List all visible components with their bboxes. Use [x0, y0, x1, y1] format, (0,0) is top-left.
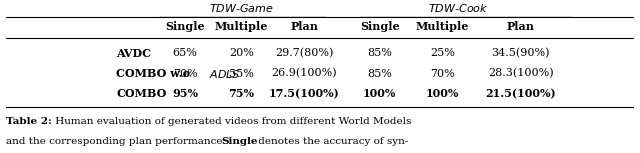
Text: Multiple: Multiple [415, 21, 469, 32]
Text: Plan: Plan [291, 21, 318, 32]
Text: 29.7(80%): 29.7(80%) [275, 48, 333, 58]
Text: 70%: 70% [430, 69, 454, 78]
Text: 20%: 20% [229, 48, 254, 58]
Text: Human evaluation of generated videos from different World Models: Human evaluation of generated videos fro… [52, 117, 412, 126]
Text: 95%: 95% [172, 88, 198, 99]
Text: Single: Single [165, 21, 205, 32]
Text: Table 2:: Table 2: [6, 117, 52, 126]
Text: Multiple: Multiple [215, 21, 268, 32]
Text: 26.9(100%): 26.9(100%) [271, 68, 337, 79]
Text: 25%: 25% [430, 48, 455, 58]
Text: AVDC: AVDC [116, 48, 151, 59]
Text: $\mathit{TDW\text{-}Cook}$: $\mathit{TDW\text{-}Cook}$ [428, 2, 488, 13]
Text: 70%: 70% [173, 69, 198, 78]
Text: 85%: 85% [367, 69, 392, 78]
Text: 100%: 100% [363, 88, 396, 99]
Text: and the corresponding plan performance.: and the corresponding plan performance. [6, 137, 229, 146]
Text: $\mathbf{\mathit{ADLS}}$: $\mathbf{\mathit{ADLS}}$ [209, 67, 241, 80]
Text: $\mathit{TDW\text{-}Game}$: $\mathit{TDW\text{-}Game}$ [209, 2, 274, 13]
Text: Single: Single [221, 137, 257, 146]
Text: 85%: 85% [367, 48, 392, 58]
Text: 34.5(90%): 34.5(90%) [492, 48, 550, 58]
Text: COMBO w.o: COMBO w.o [116, 68, 194, 79]
Text: 17.5(100%): 17.5(100%) [269, 88, 340, 99]
Text: 21.5(100%): 21.5(100%) [485, 88, 556, 99]
Text: 100%: 100% [426, 88, 459, 99]
Text: Plan: Plan [507, 21, 534, 32]
Text: 28.3(100%): 28.3(100%) [488, 68, 554, 79]
Text: 55%: 55% [229, 69, 254, 78]
Text: denotes the accuracy of syn-: denotes the accuracy of syn- [255, 137, 409, 146]
Text: Single: Single [360, 21, 399, 32]
Text: 65%: 65% [173, 48, 198, 58]
Text: 75%: 75% [228, 88, 255, 99]
Text: COMBO: COMBO [116, 88, 166, 99]
